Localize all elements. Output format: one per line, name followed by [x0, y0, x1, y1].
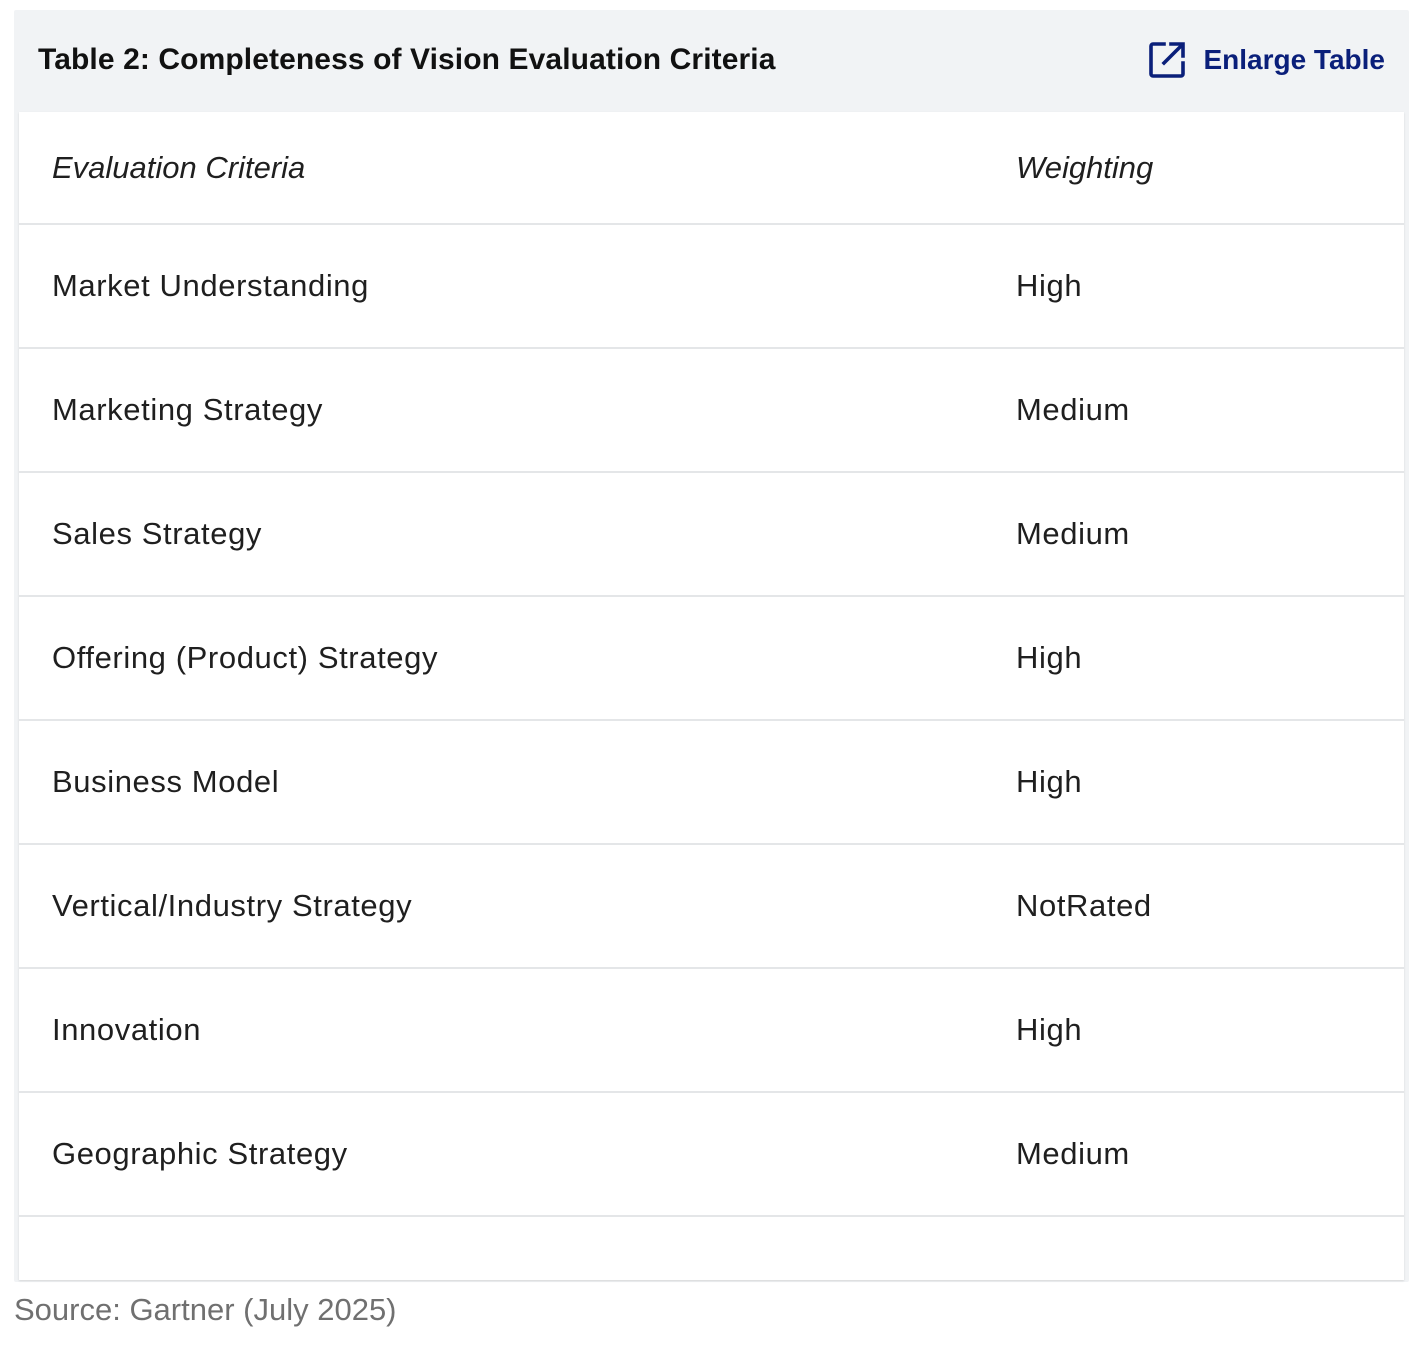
weighting-cell: High [983, 596, 1404, 721]
criteria-cell: Innovation [19, 968, 983, 1093]
criteria-cell: Business Model [19, 720, 983, 845]
table-row: Market Understanding High [19, 224, 1404, 349]
weighting-cell: Medium [983, 472, 1404, 597]
weighting-cell: Medium [983, 1092, 1404, 1217]
weighting-cell: Medium [983, 348, 1404, 473]
table-row: Marketing Strategy Medium [19, 348, 1404, 473]
criteria-table-container: Evaluation Criteria Weighting Market Und… [19, 112, 1404, 1280]
table-row: Business Model High [19, 720, 1404, 845]
table-row: Sales Strategy Medium [19, 472, 1404, 597]
criteria-cell: Marketing Strategy [19, 348, 983, 473]
weighting-cell: High [983, 224, 1404, 349]
table-card-header: Table 2: Completeness of Vision Evaluati… [14, 10, 1409, 110]
table-row: Innovation High [19, 968, 1404, 1093]
criteria-cell: Sales Strategy [19, 472, 983, 597]
table-row: Offering (Product) Strategy High [19, 596, 1404, 721]
criteria-cell: Vertical/Industry Strategy [19, 844, 983, 969]
table-row: Geographic Strategy Medium [19, 1092, 1404, 1217]
table-header-row: Evaluation Criteria Weighting [19, 112, 1404, 225]
weighting-cell: High [983, 720, 1404, 845]
weighting-cell: High [983, 968, 1404, 1093]
criteria-cell: Geographic Strategy [19, 1092, 983, 1217]
source-caption: Source: Gartner (July 2025) [14, 1292, 397, 1327]
weighting-cell: NotRated [983, 844, 1404, 969]
enlarge-table-label: Enlarge Table [1203, 44, 1385, 75]
external-link-icon [1147, 40, 1187, 80]
criteria-cell: Offering (Product) Strategy [19, 596, 983, 721]
column-header-criteria: Evaluation Criteria [19, 112, 983, 225]
criteria-cell: Market Understanding [19, 224, 983, 349]
table-title: Table 2: Completeness of Vision Evaluati… [38, 43, 776, 76]
table-card: Table 2: Completeness of Vision Evaluati… [14, 10, 1409, 1282]
table-row: Vertical/Industry Strategy NotRated [19, 844, 1404, 969]
enlarge-table-button[interactable]: Enlarge Table [1147, 40, 1385, 80]
column-header-weighting: Weighting [983, 112, 1404, 225]
criteria-table: Evaluation Criteria Weighting Market Und… [19, 112, 1404, 1217]
